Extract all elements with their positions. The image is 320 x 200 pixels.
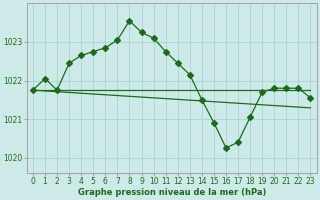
X-axis label: Graphe pression niveau de la mer (hPa): Graphe pression niveau de la mer (hPa) — [77, 188, 266, 197]
